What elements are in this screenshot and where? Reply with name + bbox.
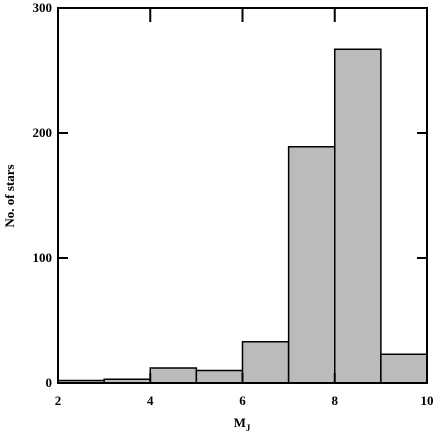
x-tick-label: 4 (147, 393, 154, 408)
bar (287, 146, 336, 384)
bar (149, 367, 198, 384)
bar (380, 353, 428, 384)
x-tick-label: 6 (239, 393, 246, 408)
y-tick-label: 300 (33, 0, 53, 15)
x-tick-label: 2 (55, 393, 62, 408)
x-tick-label: 10 (421, 393, 434, 408)
bar (241, 341, 290, 384)
bar (195, 369, 244, 384)
y-tick-label: 200 (33, 125, 53, 140)
x-label-main: M (234, 415, 246, 430)
bar (334, 48, 382, 384)
y-tick-label: 100 (33, 250, 53, 265)
y-axis-label: No. of stars (2, 164, 17, 227)
x-axis-label: MJ (234, 415, 251, 433)
x-label-sub: J (246, 423, 251, 433)
y-tick-label: 0 (46, 375, 53, 390)
x-tick-label: 8 (332, 393, 339, 408)
